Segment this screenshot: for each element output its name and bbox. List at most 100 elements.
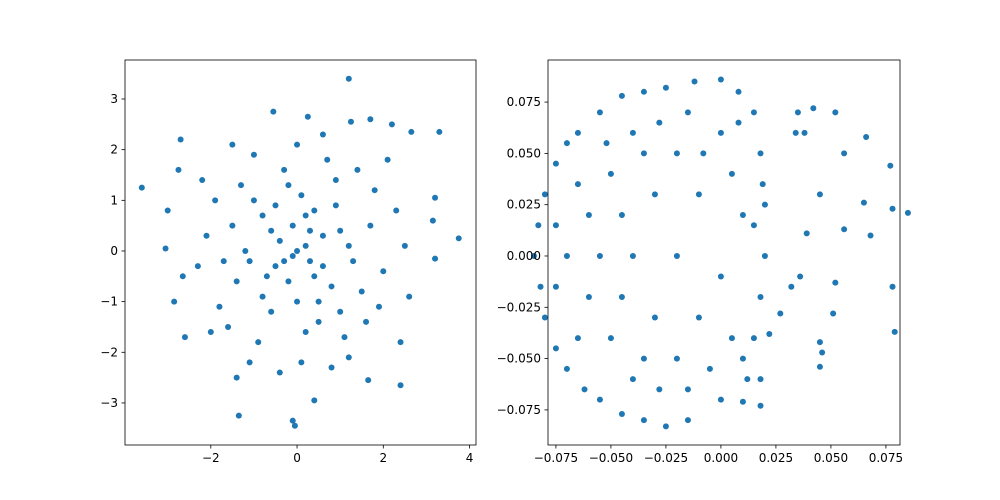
point [315,318,322,325]
point [302,242,309,249]
point [246,359,253,366]
point [397,382,404,389]
point [294,247,301,254]
point [541,314,548,321]
point [629,129,636,136]
point [272,202,279,209]
y-tick-label: 0.075 [507,95,541,109]
point [552,222,559,229]
point [380,268,387,275]
point [618,92,625,99]
point [541,191,548,198]
point [406,293,413,300]
point [607,170,614,177]
point [706,365,713,372]
point [656,119,663,126]
point [436,128,443,135]
point [596,109,603,116]
point [640,355,647,362]
point [728,170,735,177]
point [319,131,326,138]
point [298,359,305,366]
point [319,232,326,239]
point [276,237,283,244]
point [263,273,270,280]
point [801,129,808,136]
point [229,222,236,229]
point [233,278,240,285]
point [235,412,242,419]
point [315,298,322,305]
y-tick-label: 0.025 [507,198,541,212]
point [607,335,614,342]
point [207,329,214,336]
point [739,355,746,362]
y-tick-label: 0.050 [507,146,541,160]
point [640,150,647,157]
point [375,303,382,310]
point [695,314,702,321]
point [304,113,311,120]
point [289,253,296,260]
point [365,377,372,384]
point [358,288,365,295]
point [229,141,236,148]
point [194,263,201,270]
point [673,355,680,362]
point [757,376,764,383]
point [268,227,275,234]
point [397,339,404,346]
point [181,334,188,341]
point [332,177,339,184]
point [345,242,352,249]
point [367,222,374,229]
x-tick-label: 2 [379,451,387,465]
point [596,252,603,259]
point [552,283,559,290]
point [164,207,171,214]
point [563,140,570,147]
point [819,349,826,356]
point [759,181,766,188]
point [673,150,680,157]
point [324,156,331,163]
point [199,177,206,184]
point [717,76,724,83]
point [816,191,823,198]
point [332,202,339,209]
point [651,314,658,321]
point [237,182,244,189]
point [347,118,354,125]
point [860,199,867,206]
y-tick-label: 0.000 [507,249,541,263]
point [259,212,266,219]
point [363,318,370,325]
plot-area [548,60,900,445]
point [328,283,335,290]
point [563,252,570,259]
point [803,230,810,237]
point [603,140,610,147]
point [618,411,625,418]
point [596,396,603,403]
point [629,252,636,259]
point [337,308,344,315]
point [268,308,275,315]
point [739,211,746,218]
y-tick-label: −1 [100,295,118,309]
point [177,136,184,143]
point [750,222,757,229]
point [662,423,669,430]
point [563,365,570,372]
point [171,298,178,305]
point [285,278,292,285]
point [750,109,757,116]
point [618,294,625,301]
y-tick-label: −2 [100,345,118,359]
point [393,207,400,214]
point [792,129,799,136]
point [203,232,210,239]
point [281,166,288,173]
point [250,151,257,158]
point [432,194,439,201]
